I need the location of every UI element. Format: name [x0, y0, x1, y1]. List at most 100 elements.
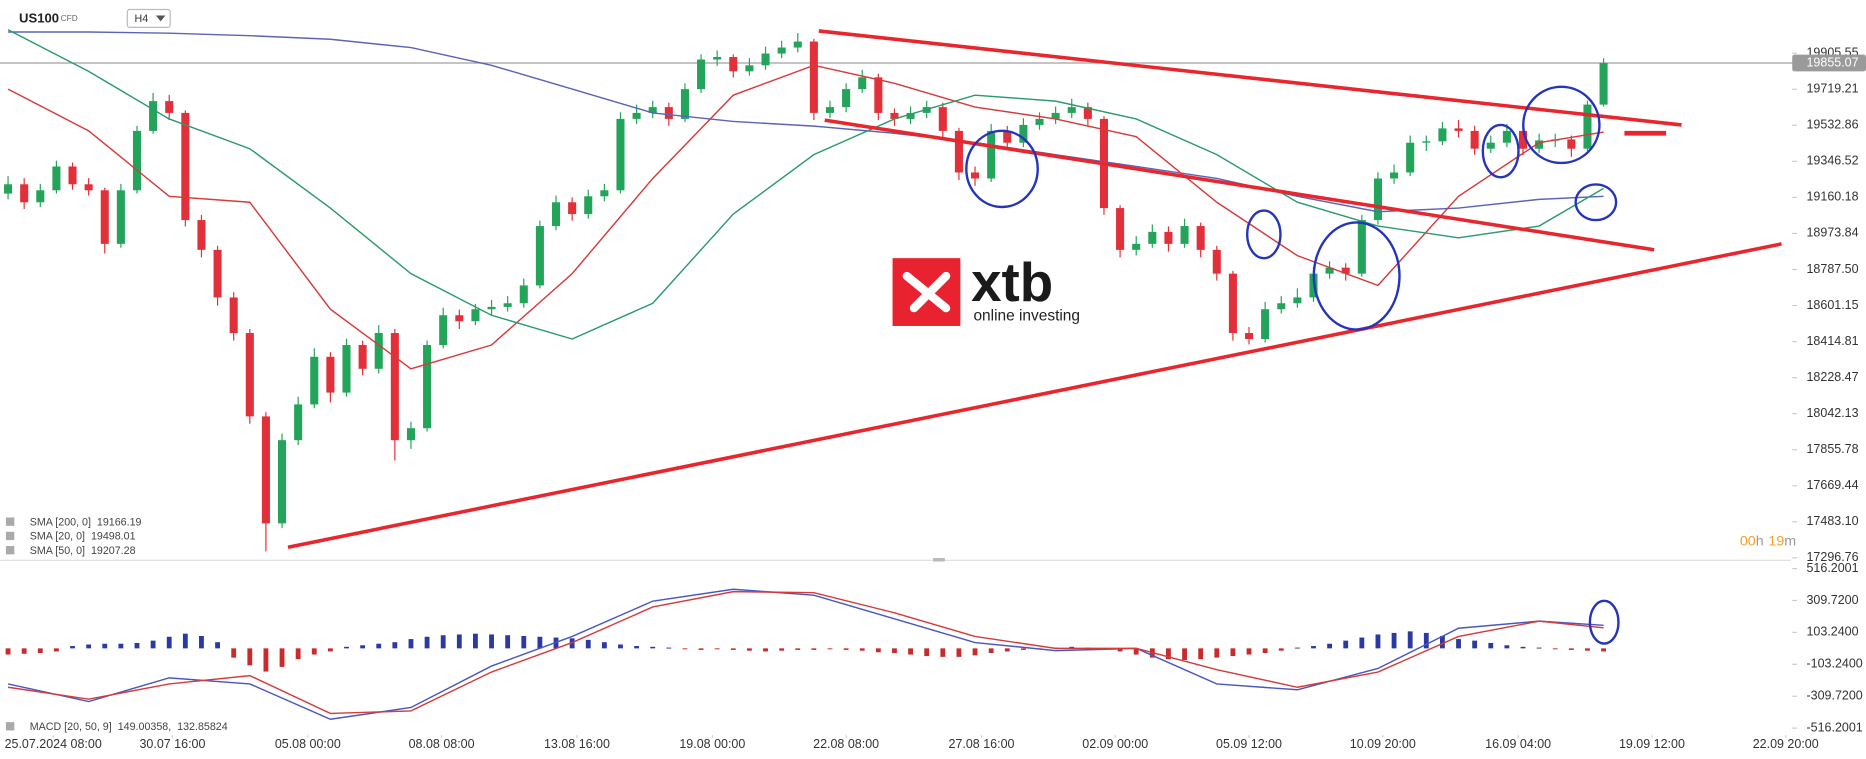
- candle-body: [342, 345, 351, 393]
- histogram-bar: [1166, 648, 1171, 660]
- histogram-bar: [1117, 648, 1123, 652]
- histogram-bar: [1246, 648, 1252, 655]
- candle-body: [1180, 226, 1189, 244]
- histogram-bar: [1520, 646, 1526, 649]
- timer-hours-unit: h: [1756, 533, 1764, 549]
- histogram-bar: [1504, 645, 1510, 649]
- y-tick-label: -309.7200: [1806, 689, 1862, 703]
- legend-icon[interactable]: [5, 517, 15, 526]
- histogram-bar: [279, 648, 285, 667]
- histogram-bar: [618, 644, 623, 649]
- candle-body: [954, 130, 963, 173]
- histogram-bar: [1488, 642, 1494, 649]
- histogram-bar: [360, 645, 366, 649]
- histogram-bar: [1262, 648, 1268, 653]
- candle-body: [616, 118, 625, 191]
- candle-body: [551, 202, 561, 227]
- candle-body: [455, 315, 464, 322]
- histogram-bar: [682, 648, 688, 650]
- logo-name: xtb: [971, 251, 1053, 313]
- candle-body: [1212, 249, 1221, 274]
- y-tick-label: 18787.50: [1806, 262, 1858, 276]
- candle-body: [100, 190, 109, 244]
- candle-body: [245, 333, 254, 417]
- histogram-bar: [698, 648, 704, 650]
- candle-body: [1083, 107, 1092, 119]
- histogram-bar: [327, 648, 333, 652]
- legend-icon[interactable]: [5, 722, 15, 731]
- panel-handle[interactable]: [933, 557, 945, 562]
- candle-body: [761, 53, 770, 66]
- last-price-label: 19855.07: [1806, 55, 1858, 69]
- x-tick-label: 05.09 12:00: [1216, 737, 1282, 751]
- histogram-bar: [908, 648, 913, 655]
- x-tick-label: 30.07 16:00: [139, 737, 205, 751]
- candle-body: [1470, 130, 1479, 149]
- y-tick-label: -103.2400: [1806, 657, 1862, 671]
- candle-body: [535, 226, 544, 286]
- candle-body: [938, 107, 947, 131]
- legend-entry: SMA [200, 0] 19166.19: [30, 516, 142, 528]
- candle-body: [374, 333, 383, 369]
- candle-body: [987, 130, 996, 179]
- y-tick-label: 19346.52: [1806, 154, 1858, 168]
- histogram-bar: [263, 648, 269, 672]
- legend-entry: SMA [50, 0] 19207.28: [30, 545, 136, 557]
- candle-body: [439, 315, 448, 346]
- dropdown-caret: [155, 15, 166, 22]
- candle-body: [971, 172, 980, 179]
- candle-body: [132, 130, 142, 191]
- histogram-bar: [456, 634, 462, 649]
- histogram-bar: [118, 643, 124, 649]
- y-tick-label: 17669.44: [1806, 478, 1858, 492]
- x-tick-label: 19.08 00:00: [679, 737, 745, 751]
- histogram-bar: [763, 648, 768, 652]
- candle-body: [213, 249, 222, 298]
- histogram-bar: [1568, 648, 1574, 650]
- legend-icon[interactable]: [5, 531, 15, 541]
- legend: SMA [200, 0] 19166.19 SMA [20, 0] 19498.01…: [5, 516, 228, 733]
- timer-minutes: 19: [1768, 533, 1784, 549]
- histogram-bar: [5, 648, 11, 655]
- histogram-bar: [1020, 648, 1026, 650]
- x-tick-label: 10.09 20:00: [1350, 737, 1416, 751]
- histogram-bar: [1294, 647, 1300, 649]
- y-tick-label: -516.2001: [1806, 720, 1862, 734]
- candle-body: [20, 184, 29, 203]
- highlight-circle: [1312, 221, 1401, 331]
- histogram-bar: [779, 648, 785, 651]
- histogram-bar: [811, 648, 817, 650]
- candle-body: [1051, 112, 1060, 119]
- histogram-bar: [1327, 643, 1333, 649]
- candle-body: [52, 166, 61, 191]
- candle-body: [1261, 309, 1270, 340]
- candle-body: [390, 333, 399, 441]
- candle-body: [809, 41, 818, 113]
- candle-body: [1196, 226, 1205, 250]
- candle-body: [1373, 178, 1382, 221]
- trend-line: [818, 29, 1682, 127]
- histogram-bar: [650, 646, 656, 649]
- histogram-bar: [1585, 648, 1590, 651]
- histogram-bar: [247, 648, 253, 666]
- x-tick-label: 05.08 00:00: [275, 737, 341, 751]
- candle-body: [519, 285, 528, 304]
- histogram-bar: [521, 635, 527, 649]
- legend-icon[interactable]: [5, 546, 15, 555]
- histogram-bar: [1456, 639, 1461, 649]
- legend-entry: SMA [20, 0] 19498.01: [30, 530, 136, 542]
- histogram-bar: [1536, 647, 1542, 649]
- y-tick-label: 19719.21: [1806, 82, 1858, 96]
- timeframe-dropdown[interactable]: [126, 8, 171, 28]
- instrument-type: CFD: [61, 13, 78, 23]
- histogram-bar: [1311, 646, 1316, 649]
- timeframe: H4: [134, 13, 148, 25]
- histogram-bar: [827, 648, 833, 650]
- histogram-bar: [1439, 635, 1445, 649]
- candle-body: [1535, 140, 1544, 149]
- legend-label: SMA [50, 0]: [30, 545, 85, 557]
- trend-line: [824, 118, 1655, 252]
- histogram-bar: [295, 648, 301, 660]
- candle-body: [165, 101, 174, 113]
- candle-body: [4, 184, 13, 194]
